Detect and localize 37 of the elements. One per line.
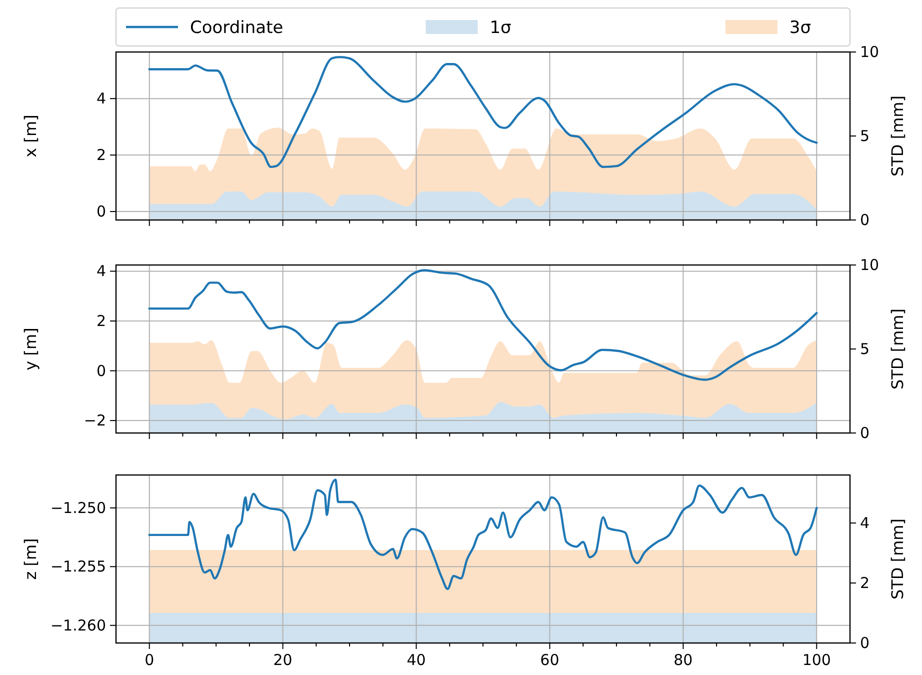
y2-axis-title: STD [mm] — [888, 518, 907, 600]
x-tick-label: 100 — [802, 651, 831, 669]
y2-tick-label: 0 — [860, 424, 870, 442]
x-tick-label: 60 — [540, 651, 560, 669]
y2-tick-label: 0 — [860, 211, 870, 229]
y2-tick-label: 2 — [860, 574, 870, 592]
y-axis-title: z [m] — [21, 538, 40, 580]
y2-tick-label: 4 — [860, 514, 870, 532]
y-axis-title: y [m] — [21, 328, 40, 370]
x-tick-label: 0 — [144, 651, 154, 669]
y2-tick-label: 5 — [860, 127, 870, 145]
y-tick-label: 2 — [96, 146, 106, 164]
legend-label: 3σ — [789, 18, 812, 38]
x-tick-label: 20 — [273, 651, 292, 669]
y-axis-title: x [m] — [21, 114, 40, 158]
y2-tick-label: 0 — [860, 634, 870, 652]
x-tick-label: 40 — [406, 651, 426, 669]
y-tick-label: 0 — [96, 362, 106, 380]
y2-tick-label: 10 — [860, 43, 880, 61]
line-series — [148, 56, 818, 168]
y-tick-label: −1.260 — [50, 616, 106, 634]
y-tick-label: −1.250 — [50, 498, 106, 517]
y-tick-label: −1.255 — [50, 558, 106, 576]
line-series — [148, 269, 818, 381]
x-tick-label: 80 — [674, 651, 693, 669]
y2-tick-label: 5 — [860, 340, 870, 358]
y2-axis-title: STD [mm] — [888, 308, 907, 390]
y-tick-label: 4 — [96, 262, 106, 280]
y-tick-label: 4 — [96, 90, 106, 108]
y-tick-label: 2 — [96, 312, 106, 330]
y2-axis-title: STD [mm] — [888, 96, 907, 176]
legend-label: 1σ — [490, 18, 512, 38]
y2-tick-label: 10 — [860, 256, 880, 274]
y-tick-label: 0 — [96, 202, 106, 221]
legend-label: Coordinate — [190, 18, 284, 38]
y-tick-label: −2 — [84, 412, 106, 430]
line-series — [148, 478, 818, 590]
